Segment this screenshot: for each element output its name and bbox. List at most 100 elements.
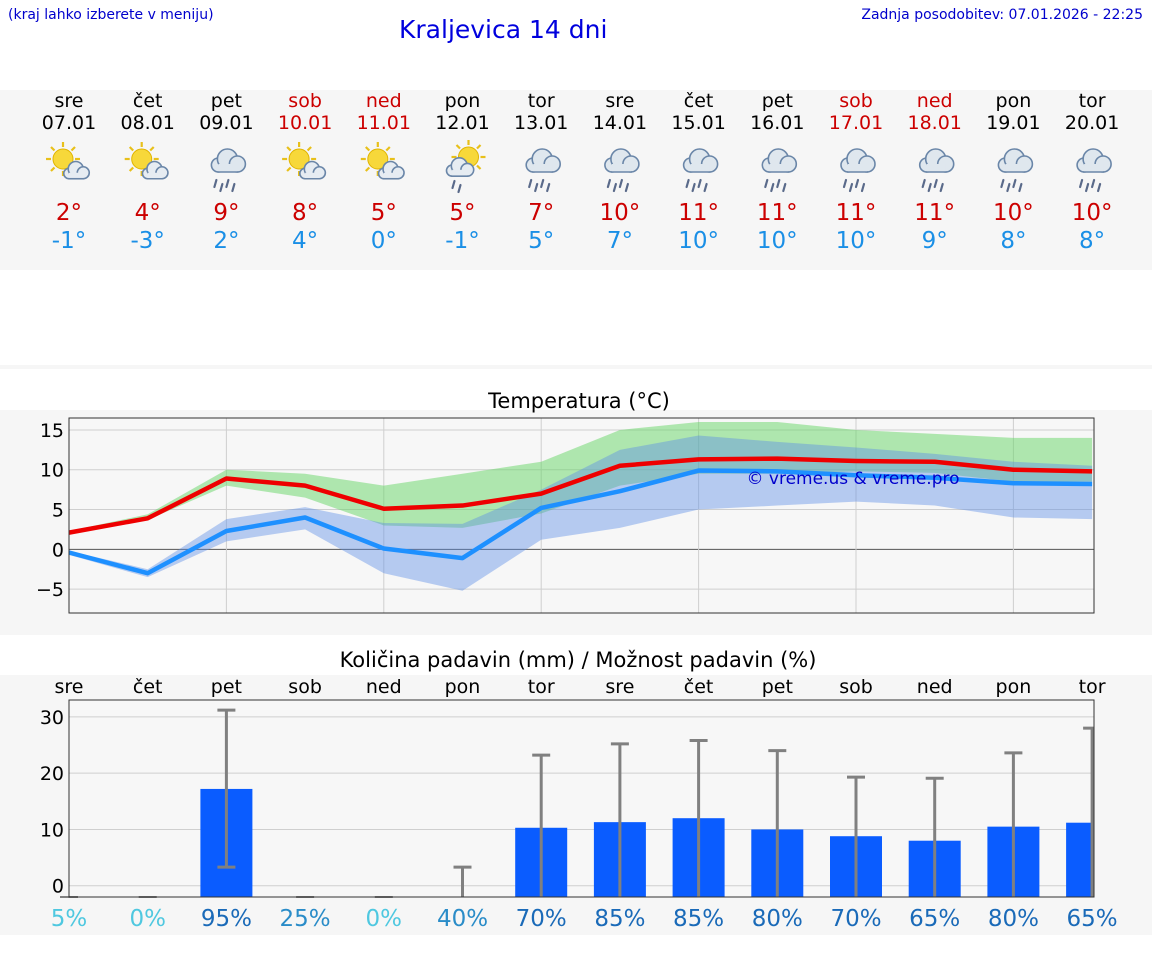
sun-cloud-icon xyxy=(46,142,91,180)
sun-cloud-icon xyxy=(282,142,327,180)
precip-day-label: pon xyxy=(445,676,481,698)
page-title: Kraljevica 14 dni xyxy=(399,15,608,44)
rain-cloud-icon xyxy=(525,148,562,193)
tmin-label: 8° xyxy=(1000,228,1026,254)
precip-ytick-label: 20 xyxy=(40,763,64,785)
tmax-label: 10° xyxy=(993,200,1034,226)
precip-day-label: sre xyxy=(605,676,634,698)
tmin-label: 8° xyxy=(1079,228,1105,254)
day-date: 17.01 xyxy=(829,112,883,134)
day-date: 18.01 xyxy=(907,112,961,134)
precip-day-label: čet xyxy=(684,676,714,698)
precipitation-plot-frame xyxy=(68,699,1095,898)
precip-ytick-label: 30 xyxy=(40,707,64,729)
precip-day-label: pet xyxy=(762,676,793,698)
location-hint[interactable]: (kraj lahko izberete v meniju) xyxy=(8,7,214,23)
temperature-chart-title: Temperatura (°C) xyxy=(487,389,670,413)
precip-ytick-label: 0 xyxy=(52,876,64,898)
temperature-plot-frame xyxy=(68,417,1095,614)
sun-cloud-icon xyxy=(124,142,169,180)
tmin-label: -1° xyxy=(445,228,479,254)
sun-cloud-icon xyxy=(360,142,405,180)
day-name: sob xyxy=(839,90,873,112)
precip-probability-label: 25% xyxy=(280,906,331,932)
day-name: pon xyxy=(445,90,481,112)
day-date: 14.01 xyxy=(593,112,647,134)
day-name: čet xyxy=(684,90,714,112)
day-date: 20.01 xyxy=(1065,112,1119,134)
precipitation-chart-title: Količina padavin (mm) / Možnost padavin … xyxy=(340,648,817,672)
precip-day-label: sob xyxy=(288,676,322,698)
day-name: tor xyxy=(1079,90,1106,112)
forecast-band xyxy=(0,90,1152,270)
day-name: sre xyxy=(55,90,84,112)
day-date: 07.01 xyxy=(42,112,96,134)
rain-cloud-icon xyxy=(682,148,719,193)
tmax-label: 9° xyxy=(213,200,239,226)
copyright-watermark: © vreme.us & vreme.pro xyxy=(746,469,959,489)
precip-day-label: sre xyxy=(55,676,84,698)
rain-cloud-icon xyxy=(840,148,876,193)
temperature-ytick-label: 10 xyxy=(40,460,64,482)
tmax-label: 11° xyxy=(757,200,798,226)
day-date: 19.01 xyxy=(986,112,1040,134)
temperature-ytick-label: 0 xyxy=(52,539,64,561)
temperature-ytick-label: 15 xyxy=(40,420,64,442)
rain-cloud-icon xyxy=(604,148,640,193)
day-name: pon xyxy=(996,90,1032,112)
precip-probability-label: 70% xyxy=(830,906,881,932)
tmax-label: 2° xyxy=(56,200,82,226)
tmin-label: 10° xyxy=(836,228,877,254)
precip-bar xyxy=(1066,822,1094,897)
tmax-label: 11° xyxy=(836,200,877,226)
last-update: Zadnja posodobitev: 07.01.2026 - 22:25 xyxy=(861,7,1143,23)
tmin-label: 10° xyxy=(678,228,719,254)
rain-cloud-icon xyxy=(918,148,955,193)
tmax-label: 11° xyxy=(914,200,955,226)
rain-cloud-icon xyxy=(1076,148,1112,193)
day-date: 13.01 xyxy=(514,112,568,134)
precip-probability-label: 80% xyxy=(988,906,1039,932)
day-date: 10.01 xyxy=(278,112,332,134)
precip-day-label: čet xyxy=(133,676,163,698)
tmax-label: 10° xyxy=(1072,200,1113,226)
precip-probability-label: 80% xyxy=(752,906,803,932)
tmax-label: 5° xyxy=(449,200,475,226)
day-date: 09.01 xyxy=(199,112,253,134)
precip-probability-label: 65% xyxy=(909,906,960,932)
day-date: 15.01 xyxy=(671,112,725,134)
day-name: sob xyxy=(288,90,322,112)
precip-probability-label: 70% xyxy=(516,906,567,932)
day-name: pet xyxy=(211,90,242,112)
day-name: ned xyxy=(366,90,402,112)
tmax-label: 11° xyxy=(678,200,719,226)
day-name: čet xyxy=(133,90,163,112)
tmax-label: 4° xyxy=(135,200,161,226)
precip-probability-label: 95% xyxy=(201,906,252,932)
precip-probability-label: 5% xyxy=(51,906,88,932)
day-name: tor xyxy=(528,90,555,112)
rain-cloud-icon xyxy=(210,148,247,193)
day-date: 12.01 xyxy=(435,112,489,134)
tmin-label: 7° xyxy=(607,228,633,254)
day-date: 16.01 xyxy=(750,112,804,134)
tmin-series-line xyxy=(68,468,1093,576)
temperature-ytick-label: −5 xyxy=(36,579,64,601)
precip-day-label: sob xyxy=(839,676,873,698)
temperature-ytick-label: 5 xyxy=(52,500,64,522)
precip-day-label: ned xyxy=(917,676,953,698)
day-date: 08.01 xyxy=(120,112,174,134)
tmin-label: -1° xyxy=(52,228,86,254)
tmin-label: 9° xyxy=(922,228,948,254)
tmax-label: 5° xyxy=(371,200,397,226)
precip-probability-label: 65% xyxy=(1067,906,1118,932)
tmax-label: 10° xyxy=(600,200,641,226)
tmin-label: 4° xyxy=(292,228,318,254)
day-name: sre xyxy=(605,90,634,112)
precip-probability-label: 40% xyxy=(437,906,488,932)
day-date: 11.01 xyxy=(357,112,411,134)
tmax-label: 8° xyxy=(292,200,318,226)
precip-day-label: tor xyxy=(1079,676,1106,698)
tmax-label: 7° xyxy=(528,200,554,226)
